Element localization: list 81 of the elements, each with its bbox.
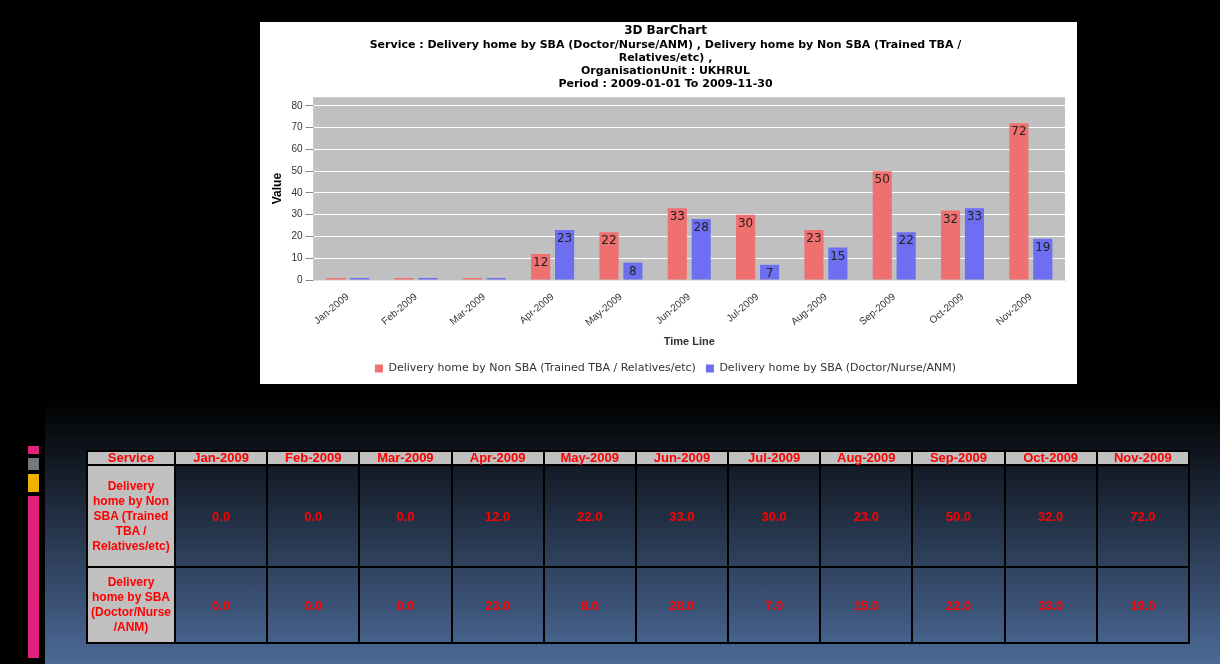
text: 23.0 xyxy=(484,597,511,613)
text: 19.0 xyxy=(1130,597,1156,613)
text: 32.0 xyxy=(1037,508,1064,524)
data-label: 32 xyxy=(942,211,959,226)
text: 0.0 xyxy=(396,597,415,613)
category-label: May-2009 xyxy=(543,450,636,465)
text: 28.0 xyxy=(669,597,695,613)
data-label: 33 xyxy=(669,209,685,224)
y-tick-label: 50 xyxy=(291,164,303,176)
bar xyxy=(667,208,687,280)
category-label: Delivery home by Non SBA (Trained TBA / Relatives/etc) xyxy=(92,478,170,553)
x-axis-title: Time Line xyxy=(663,335,715,348)
data-label: 22 xyxy=(898,233,914,248)
category-label: Jun-2009 xyxy=(635,450,729,465)
text: 0.0 xyxy=(212,597,231,613)
text: 23.0 xyxy=(853,508,879,524)
data-label: 23 xyxy=(806,231,822,246)
chart-title: 3D BarChart xyxy=(624,23,708,38)
bar xyxy=(964,208,985,280)
data-label: 8 xyxy=(629,263,637,278)
data-label: 7 xyxy=(765,265,774,280)
bar xyxy=(599,232,619,280)
legend-label: Delivery home by Non SBA (Trained TBA / Relatives/etc) xyxy=(388,361,696,375)
text: 0.0 xyxy=(396,508,415,524)
y-tick-label: 80 xyxy=(291,99,303,111)
text: 22.0 xyxy=(577,508,603,524)
y-axis-title: Value xyxy=(269,172,284,205)
data-label: 15 xyxy=(830,248,846,263)
bar xyxy=(804,229,824,280)
y-tick-label: 70 xyxy=(291,121,303,133)
text: 0.0 xyxy=(304,597,323,613)
category-label: Jul-2009 xyxy=(728,450,821,465)
text: 33.0 xyxy=(1037,597,1064,613)
data-label: 28 xyxy=(693,220,709,235)
category-label: Delivery home by SBA (Doctor/Nurse/ANM) xyxy=(90,575,171,634)
bar xyxy=(872,171,892,280)
category-label: Jan-2009 xyxy=(175,450,268,465)
category-label: Sep-2009 xyxy=(912,450,1005,465)
text: 0.0 xyxy=(212,508,231,524)
data-label: 23 xyxy=(556,231,573,246)
bar xyxy=(759,264,780,280)
category-label: Oct-2009 xyxy=(1004,450,1097,465)
text: 72.0 xyxy=(1130,508,1156,524)
data-label: 33 xyxy=(966,209,983,224)
y-tick-label: 60 xyxy=(291,143,303,155)
bar xyxy=(828,247,848,280)
y-tick-label: 10 xyxy=(291,252,303,264)
text: 33.0 xyxy=(669,508,695,524)
text: Service xyxy=(87,450,175,465)
data-label: 30 xyxy=(737,215,754,230)
bar xyxy=(555,229,575,280)
y-tick-label: 0 xyxy=(296,273,303,285)
data-label: 22 xyxy=(601,233,617,248)
text: 7.0 xyxy=(765,597,784,613)
category-label: Apr-2009 xyxy=(451,450,544,465)
bar xyxy=(691,219,711,280)
legend-label: Delivery home by SBA (Doctor/Nurse/ANM) xyxy=(719,361,957,375)
data-label: 50 xyxy=(874,172,890,187)
bar xyxy=(941,210,961,280)
text: 12.0 xyxy=(484,508,511,524)
text: 50.0 xyxy=(945,508,972,524)
bar xyxy=(1033,238,1053,280)
text: 30.0 xyxy=(761,508,787,524)
chart-subtitle: Service : Delivery home by SBA (Doctor/Nurse/ANM) , Delivery home by Non SBA (Trained TBA / Relatives/etc) , OrganisationUnit : UKHRUL Period : 2009-01-01 To 2009-11-30 xyxy=(369,37,963,91)
category-label: Feb-2009 xyxy=(267,450,360,465)
bar xyxy=(736,214,756,280)
data-label: 12 xyxy=(533,255,549,270)
text: 0.0 xyxy=(304,508,323,524)
category-label: Nov-2009 xyxy=(1096,450,1189,465)
bar xyxy=(896,232,916,280)
bar xyxy=(1009,123,1029,280)
category-label: Aug-2009 xyxy=(820,450,913,465)
text: 22.0 xyxy=(945,597,972,613)
text: 15.0 xyxy=(853,597,879,613)
y-tick-label: 20 xyxy=(291,230,303,242)
y-tick-label: 30 xyxy=(291,208,303,220)
y-tick-label: 40 xyxy=(291,186,303,198)
category-label: Mar-2009 xyxy=(359,450,452,465)
data-label: 72 xyxy=(1011,124,1027,139)
text: 8.0 xyxy=(580,597,599,613)
data-label: 19 xyxy=(1035,239,1051,254)
